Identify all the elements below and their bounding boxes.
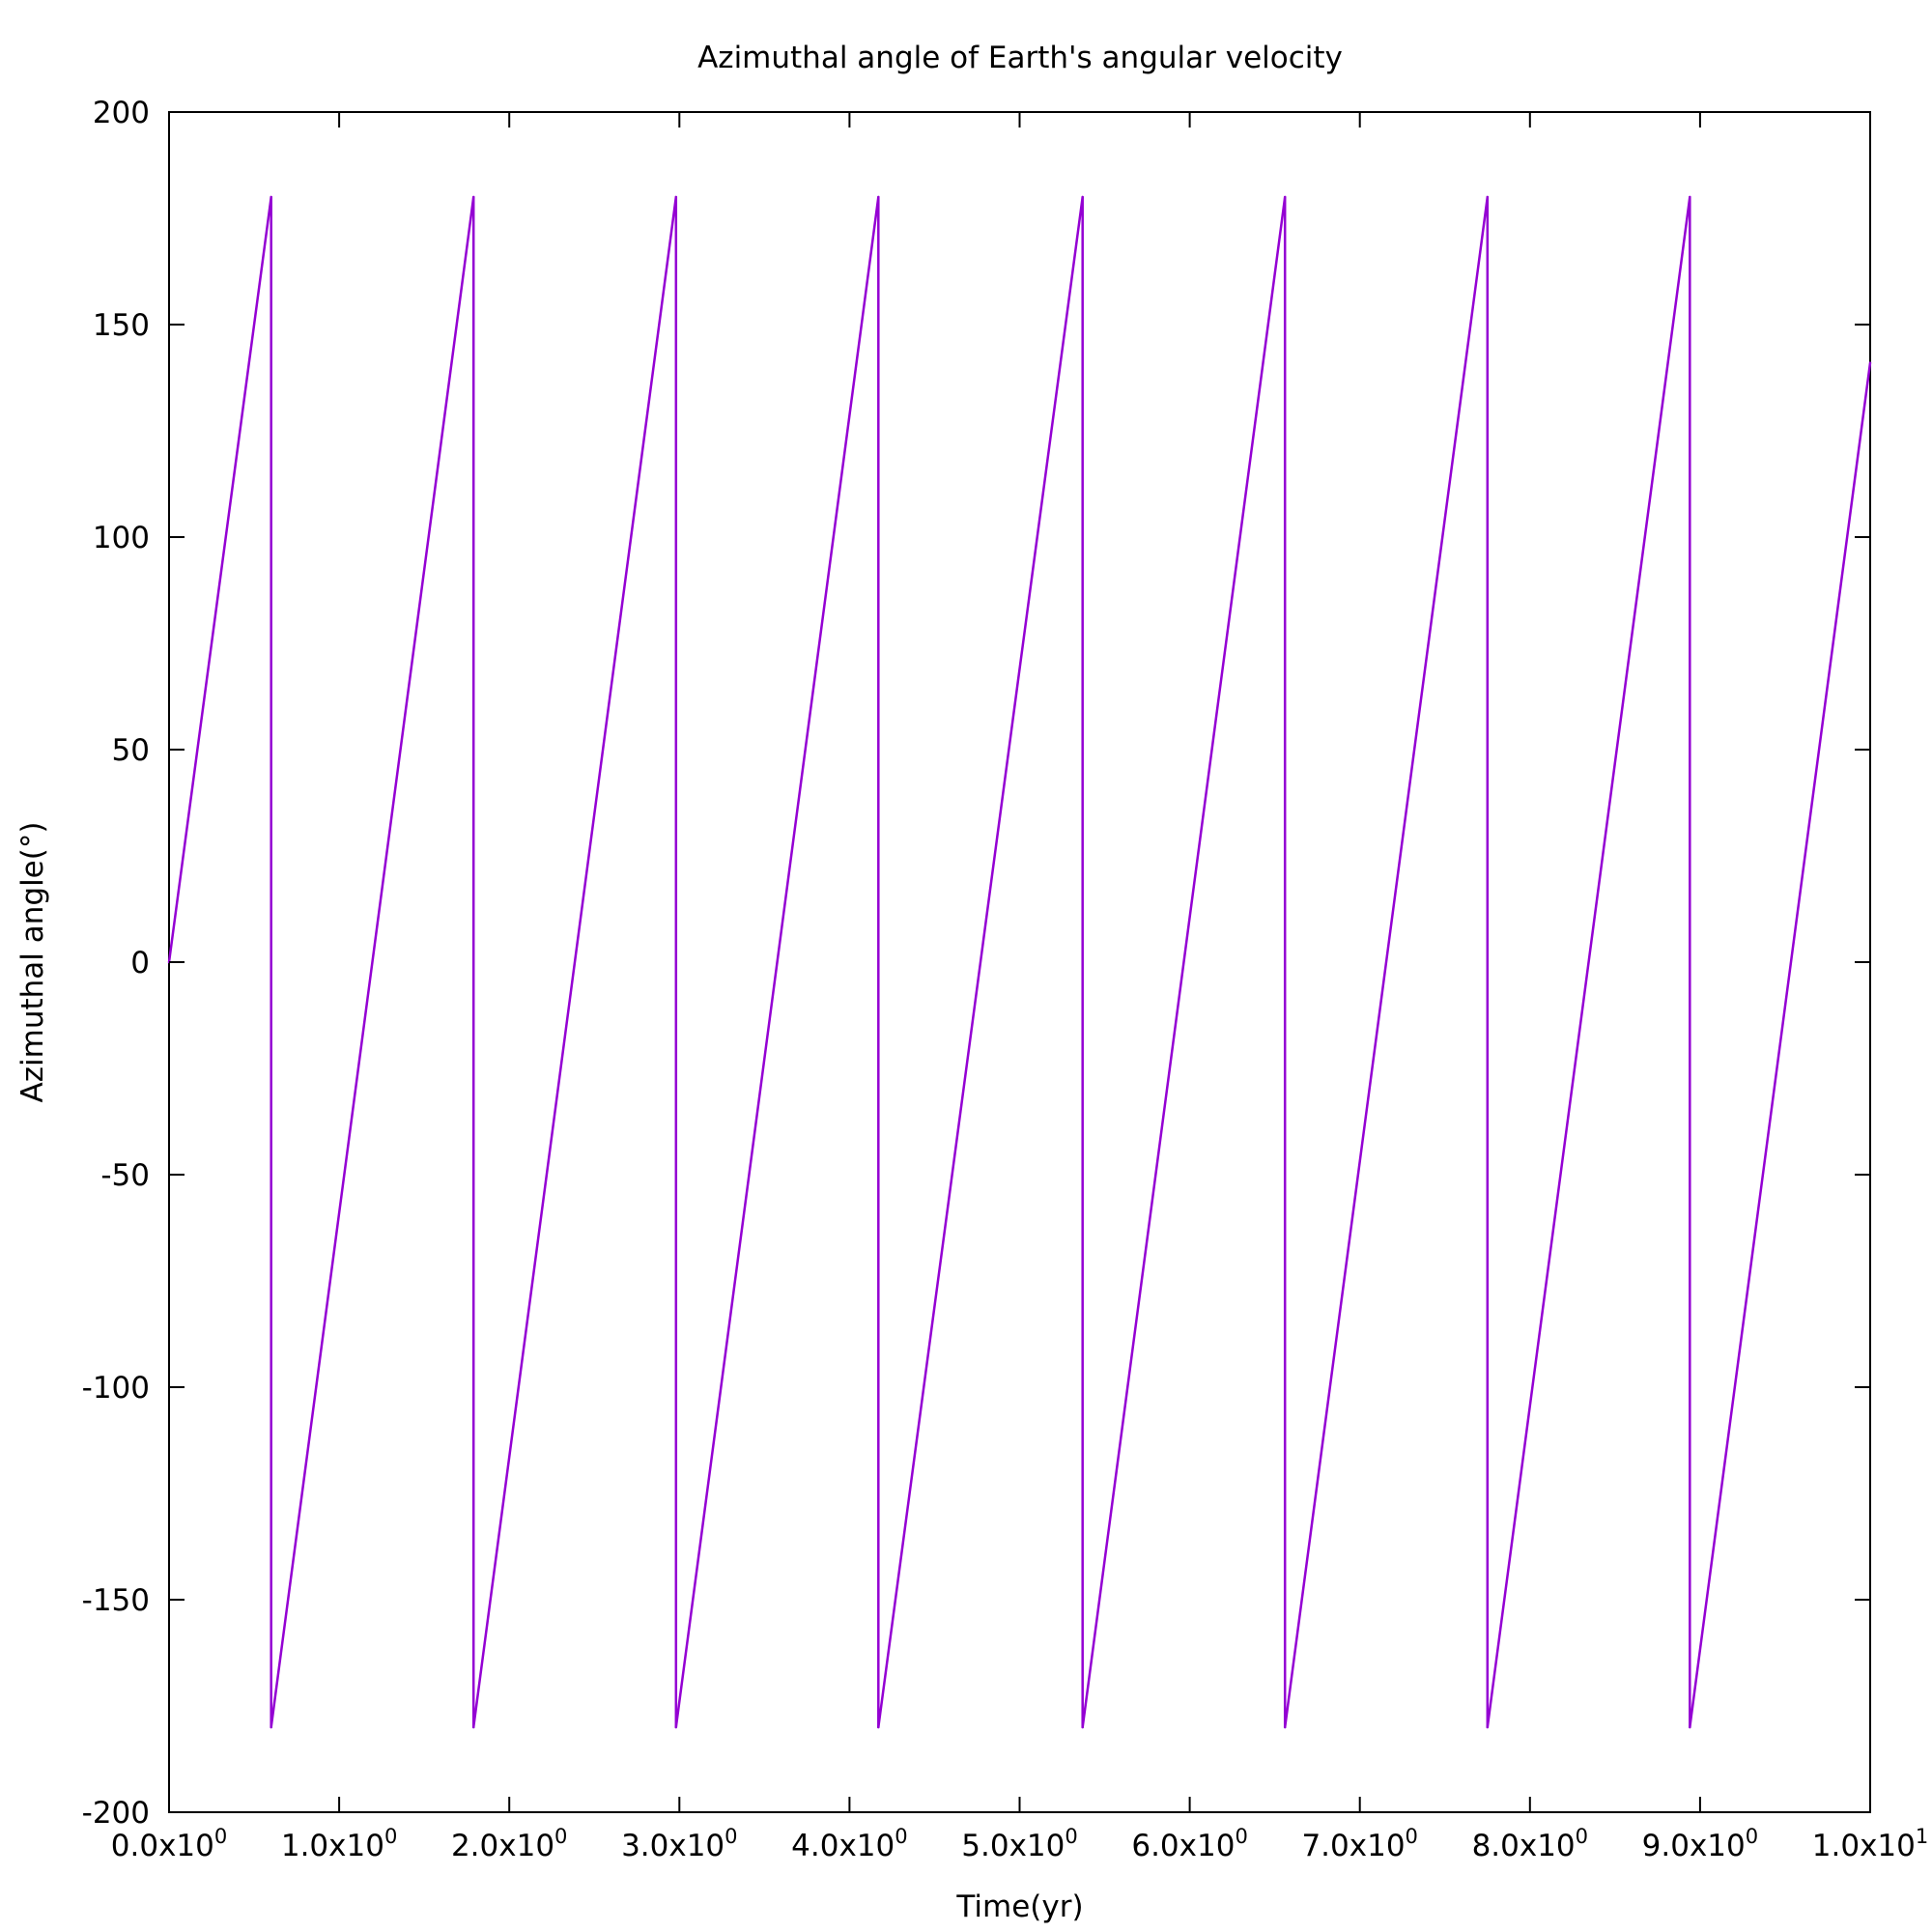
x-tick-exponent: 0 bbox=[1235, 1825, 1247, 1848]
x-tick-mantissa: 6.0x10 bbox=[1131, 1829, 1235, 1863]
y-tick-label: 150 bbox=[93, 308, 150, 343]
y-tick-label: 0 bbox=[130, 946, 150, 980]
x-tick-label: 9.0x100 bbox=[1642, 1825, 1758, 1863]
x-tick-exponent: 0 bbox=[1576, 1825, 1588, 1848]
data-point bbox=[270, 1726, 272, 1728]
data-point bbox=[1689, 1726, 1691, 1728]
chart-title: Azimuthal angle of Earth's angular veloc… bbox=[697, 41, 1343, 75]
data-point bbox=[1487, 1726, 1489, 1728]
y-tick-label: 100 bbox=[93, 521, 150, 555]
x-tick-mantissa: 1.0x10 bbox=[281, 1829, 384, 1863]
x-tick-mantissa: 8.0x10 bbox=[1472, 1829, 1576, 1863]
x-tick-mantissa: 5.0x10 bbox=[961, 1829, 1065, 1863]
data-point bbox=[877, 196, 880, 198]
data-point bbox=[1487, 196, 1489, 198]
series-segment bbox=[877, 195, 1084, 1729]
x-tick-mantissa: 4.0x10 bbox=[791, 1829, 895, 1863]
y-tick-label: -150 bbox=[82, 1583, 150, 1618]
plot-frame bbox=[168, 111, 1871, 1813]
data-point bbox=[1284, 1726, 1286, 1728]
series-segment bbox=[167, 195, 272, 964]
data-point bbox=[877, 1726, 880, 1728]
x-tick-label: 1.0x101 bbox=[1812, 1825, 1928, 1863]
data-point bbox=[675, 1726, 677, 1728]
data-point bbox=[1081, 196, 1084, 198]
x-tick-label: 6.0x100 bbox=[1131, 1825, 1247, 1863]
data-point bbox=[472, 196, 475, 198]
data-point bbox=[1689, 196, 1691, 198]
x-tick-exponent: 1 bbox=[1916, 1825, 1928, 1848]
data-point bbox=[472, 1726, 475, 1728]
x-axis: 0.0x100 1.0x100 2.0x100 3.0x100 4.0x100 5.0x1… bbox=[111, 112, 1928, 1863]
x-tick-label: 3.0x100 bbox=[621, 1825, 737, 1863]
x-tick-exponent: 0 bbox=[384, 1825, 397, 1848]
series-segment bbox=[1486, 195, 1691, 1729]
y-tick-label: -100 bbox=[82, 1371, 150, 1406]
y-tick-label: -200 bbox=[82, 1796, 150, 1831]
x-tick-label: 1.0x100 bbox=[281, 1825, 397, 1863]
series-segment bbox=[674, 195, 880, 1729]
x-tick-mantissa: 3.0x10 bbox=[621, 1829, 724, 1863]
x-tick-mantissa: 0.0x10 bbox=[111, 1829, 214, 1863]
data-point bbox=[1284, 196, 1286, 198]
x-axis-label: Time(yr) bbox=[955, 1889, 1083, 1924]
series-segment bbox=[1081, 195, 1287, 1729]
series-line bbox=[167, 195, 1872, 1729]
x-tick-exponent: 0 bbox=[1406, 1825, 1418, 1848]
data-point bbox=[675, 196, 677, 198]
data-point bbox=[270, 196, 272, 198]
y-tick-label: 50 bbox=[112, 733, 150, 768]
data-point bbox=[1081, 1726, 1084, 1728]
y-axis: 200 150 100 50 0 -50 -100 -150 -200 bbox=[82, 96, 1870, 1831]
x-tick-exponent: 0 bbox=[1746, 1825, 1758, 1848]
series-segment bbox=[270, 195, 475, 1729]
x-tick-mantissa: 2.0x10 bbox=[451, 1829, 554, 1863]
plot-area bbox=[167, 111, 1872, 1813]
y-axis-label: Azimuthal angle(°) bbox=[15, 822, 50, 1103]
x-tick-label: 8.0x100 bbox=[1472, 1825, 1588, 1863]
x-tick-label: 7.0x100 bbox=[1301, 1825, 1417, 1863]
y-tick-label: -50 bbox=[100, 1158, 150, 1193]
y-tick-label: 200 bbox=[93, 96, 150, 130]
x-tick-label: 5.0x100 bbox=[961, 1825, 1077, 1863]
series-segment bbox=[1689, 361, 1872, 1729]
x-tick-label: 2.0x100 bbox=[451, 1825, 567, 1863]
x-tick-exponent: 0 bbox=[554, 1825, 567, 1848]
x-tick-exponent: 0 bbox=[724, 1825, 737, 1848]
x-tick-mantissa: 9.0x10 bbox=[1642, 1829, 1746, 1863]
x-tick-label: 4.0x100 bbox=[791, 1825, 907, 1863]
x-tick-mantissa: 1.0x10 bbox=[1812, 1829, 1916, 1863]
data-point bbox=[1869, 361, 1871, 364]
x-tick-exponent: 0 bbox=[895, 1825, 907, 1848]
x-tick-exponent: 0 bbox=[214, 1825, 227, 1848]
series-segment bbox=[1283, 195, 1490, 1729]
x-tick-mantissa: 7.0x10 bbox=[1301, 1829, 1405, 1863]
x-tick-label: 0.0x100 bbox=[111, 1825, 227, 1863]
x-tick-exponent: 0 bbox=[1065, 1825, 1077, 1848]
series-segment bbox=[471, 195, 678, 1729]
